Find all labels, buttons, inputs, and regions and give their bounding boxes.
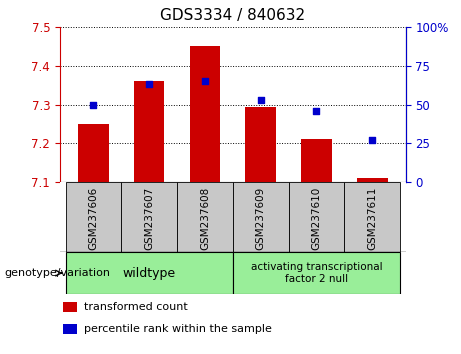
Bar	[134, 81, 165, 182]
Bar	[233, 182, 289, 252]
Bar	[64, 324, 77, 334]
Bar	[344, 182, 400, 252]
Bar	[245, 107, 276, 182]
Text: GSM237611: GSM237611	[367, 187, 377, 250]
Text: genotype/variation: genotype/variation	[5, 268, 111, 278]
Text: transformed count: transformed count	[84, 302, 188, 312]
Point	[368, 137, 376, 143]
Bar	[65, 182, 121, 252]
Point	[90, 102, 97, 107]
Bar	[64, 302, 77, 312]
Bar	[189, 46, 220, 182]
Text: GSM237608: GSM237608	[200, 187, 210, 250]
Title: GDS3334 / 840632: GDS3334 / 840632	[160, 8, 305, 23]
Text: GSM237610: GSM237610	[312, 187, 321, 250]
Point	[146, 82, 153, 87]
Bar	[301, 139, 332, 182]
Bar	[65, 252, 233, 294]
Text: GSM237607: GSM237607	[144, 187, 154, 250]
Text: wildtype: wildtype	[123, 267, 176, 280]
Bar	[289, 182, 344, 252]
Text: GSM237606: GSM237606	[89, 187, 98, 250]
Bar	[78, 124, 109, 182]
Bar	[121, 182, 177, 252]
Text: activating transcriptional
factor 2 null: activating transcriptional factor 2 null	[251, 262, 382, 284]
Point	[201, 79, 209, 84]
Text: percentile rank within the sample: percentile rank within the sample	[84, 324, 272, 334]
Point	[313, 108, 320, 114]
Text: GSM237609: GSM237609	[256, 187, 266, 250]
Bar	[233, 252, 400, 294]
Bar	[357, 178, 388, 182]
Point	[257, 97, 264, 103]
Bar	[177, 182, 233, 252]
